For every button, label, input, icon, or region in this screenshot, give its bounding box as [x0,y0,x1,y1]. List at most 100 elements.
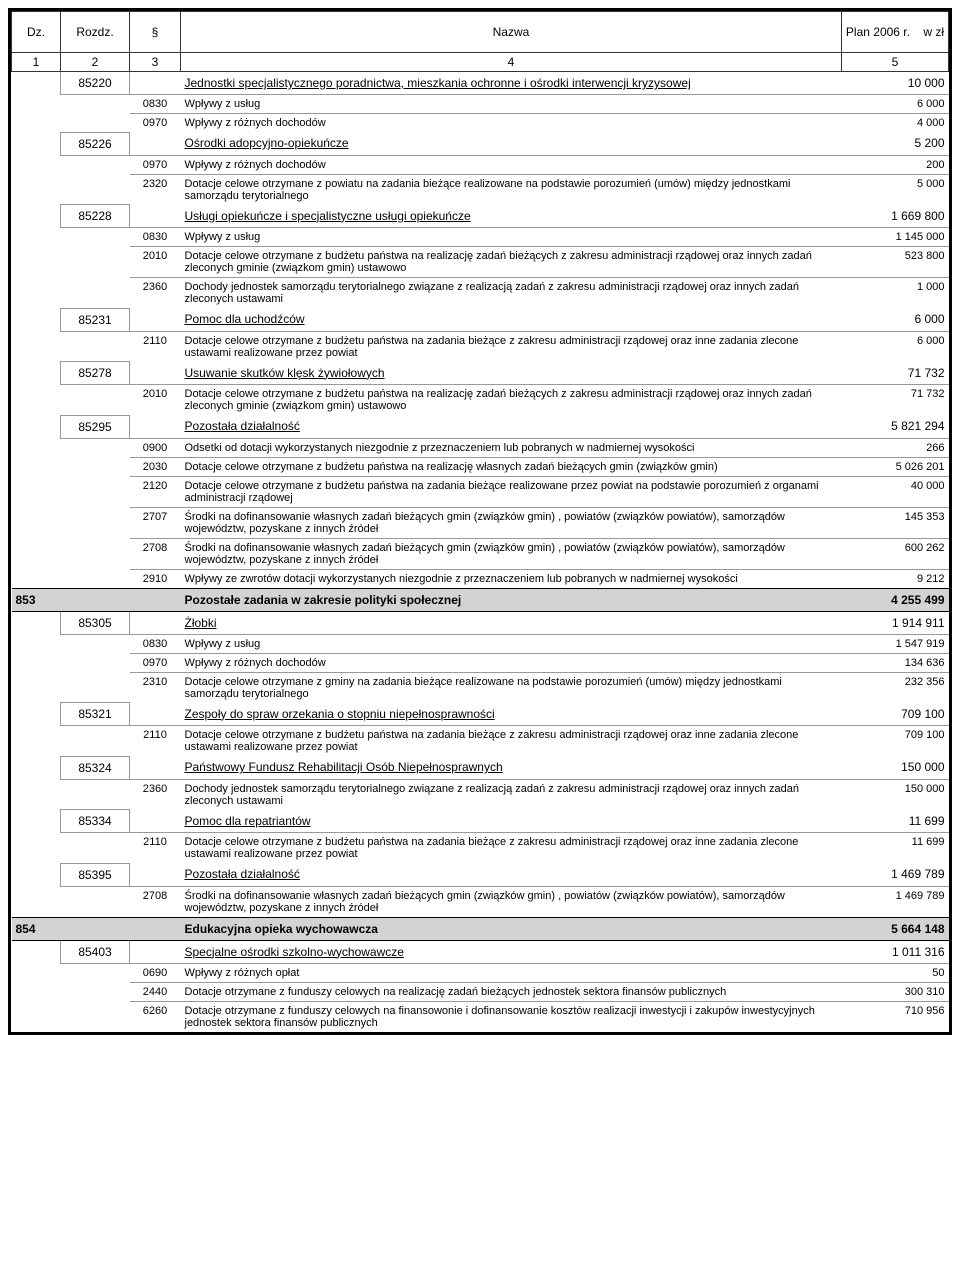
dz-cell [12,833,61,864]
par-code: 0970 [130,155,181,174]
par-name: Wpływy z różnych opłat [181,963,842,982]
dz-cell [12,362,61,385]
par-amount: 4 000 [841,114,948,133]
dz-code: 854 [12,917,61,940]
dz-cell [12,385,61,416]
dz-cell [12,205,61,228]
par-cell [130,703,181,726]
dz-cell [12,810,61,833]
colnum-3: 3 [130,53,181,72]
table-row: 85231Pomoc dla uchodźców6 000 [12,308,949,331]
par-code: 0900 [130,438,181,457]
dz-cell [12,72,61,95]
par-name: Dotacje celowe otrzymane z budżetu państ… [181,385,842,416]
dz-cell [12,982,61,1001]
table-row: 6260Dotacje otrzymane z funduszy celowyc… [12,1001,949,1032]
par-cell [130,810,181,833]
dz-code: 853 [12,588,61,611]
rozdz-amount: 6 000 [841,308,948,331]
table-row: 85305Żłobki1 914 911 [12,611,949,634]
rozdz-amount: 1 469 789 [841,863,948,886]
rozdz-name: Pozostała działalność [181,415,842,438]
par-code: 2010 [130,247,181,278]
par-amount: 134 636 [841,653,948,672]
par-code: 0970 [130,653,181,672]
rozdz-amount: 71 732 [841,362,948,385]
par-name: Wpływy z usług [181,634,842,653]
column-number-row: 1 2 3 4 5 [12,53,949,72]
table-row: 0970Wpływy z różnych dochodów4 000 [12,114,949,133]
rozdz-cell [61,963,130,982]
table-row: 2030Dotacje celowe otrzymane z budżetu p… [12,457,949,476]
colnum-2: 2 [61,53,130,72]
table-row: 0830Wpływy z usług6 000 [12,95,949,114]
table-row: 2320Dotacje celowe otrzymane z powiatu n… [12,174,949,205]
dz-cell [12,756,61,779]
par-cell [130,588,181,611]
dz-cell [12,672,61,703]
par-code: 0830 [130,634,181,653]
par-code: 2120 [130,476,181,507]
par-amount: 300 310 [841,982,948,1001]
rozdz-code: 85295 [61,415,130,438]
rozdz-code: 85395 [61,863,130,886]
par-amount: 523 800 [841,247,948,278]
rozdz-name: Jednostki specjalistycznego poradnictwa,… [181,72,842,95]
dz-cell [12,703,61,726]
rozdz-cell [61,438,130,457]
rozdz-cell [61,1001,130,1032]
table-row: 0900Odsetki od dotacji wykorzystanych ni… [12,438,949,457]
dz-cell [12,634,61,653]
par-amount: 1 469 789 [841,886,948,917]
par-amount: 11 699 [841,833,948,864]
table-row: 85226Ośrodki adopcyjno-opiekuńcze5 200 [12,132,949,155]
rozdz-name: Zespoły do spraw orzekania o stopniu nie… [181,703,842,726]
rozdz-cell [61,95,130,114]
dz-cell [12,653,61,672]
rozdz-cell [61,476,130,507]
rozdz-code: 85278 [61,362,130,385]
header-plan: Plan 2006 r. w zł [841,12,948,53]
rozdz-cell [61,569,130,588]
rozdz-amount: 709 100 [841,703,948,726]
par-amount: 709 100 [841,726,948,757]
dz-cell [12,611,61,634]
par-name: Dotacje celowe otrzymane z budżetu państ… [181,476,842,507]
table-row: 85395Pozostała działalność1 469 789 [12,863,949,886]
header-par: § [130,12,181,53]
rozdz-amount: 1 669 800 [841,205,948,228]
dz-cell [12,963,61,982]
rozdz-code: 85220 [61,72,130,95]
rozdz-amount: 150 000 [841,756,948,779]
dz-name: Edukacyjna opieka wychowawcza [181,917,842,940]
par-name: Dotacje celowe otrzymane z budżetu państ… [181,247,842,278]
rozdz-code: 85228 [61,205,130,228]
par-amount: 600 262 [841,538,948,569]
dz-cell [12,726,61,757]
par-cell [130,940,181,963]
par-amount: 71 732 [841,385,948,416]
rozdz-code: 85324 [61,756,130,779]
rozdz-cell [61,155,130,174]
par-amount: 150 000 [841,779,948,810]
table-row: 85295Pozostała działalność5 821 294 [12,415,949,438]
par-name: Dotacje otrzymane z funduszy celowych na… [181,1001,842,1032]
dz-cell [12,538,61,569]
dz-cell [12,569,61,588]
rozdz-name: Specjalne ośrodki szkolno-wychowawcze [181,940,842,963]
table-row: 2010Dotacje celowe otrzymane z budżetu p… [12,385,949,416]
par-code: 0690 [130,963,181,982]
rozdz-cell [61,331,130,362]
rozdz-cell [61,538,130,569]
rozdz-cell [61,653,130,672]
rozdz-cell [61,228,130,247]
par-name: Dotacje celowe otrzymane z budżetu państ… [181,833,842,864]
table-row: 85324Państwowy Fundusz Rehabilitacji Osó… [12,756,949,779]
rozdz-cell [61,634,130,653]
dz-cell [12,415,61,438]
par-code: 2110 [130,331,181,362]
rozdz-cell [61,247,130,278]
dz-cell [12,476,61,507]
par-code: 0830 [130,95,181,114]
par-code: 2708 [130,886,181,917]
